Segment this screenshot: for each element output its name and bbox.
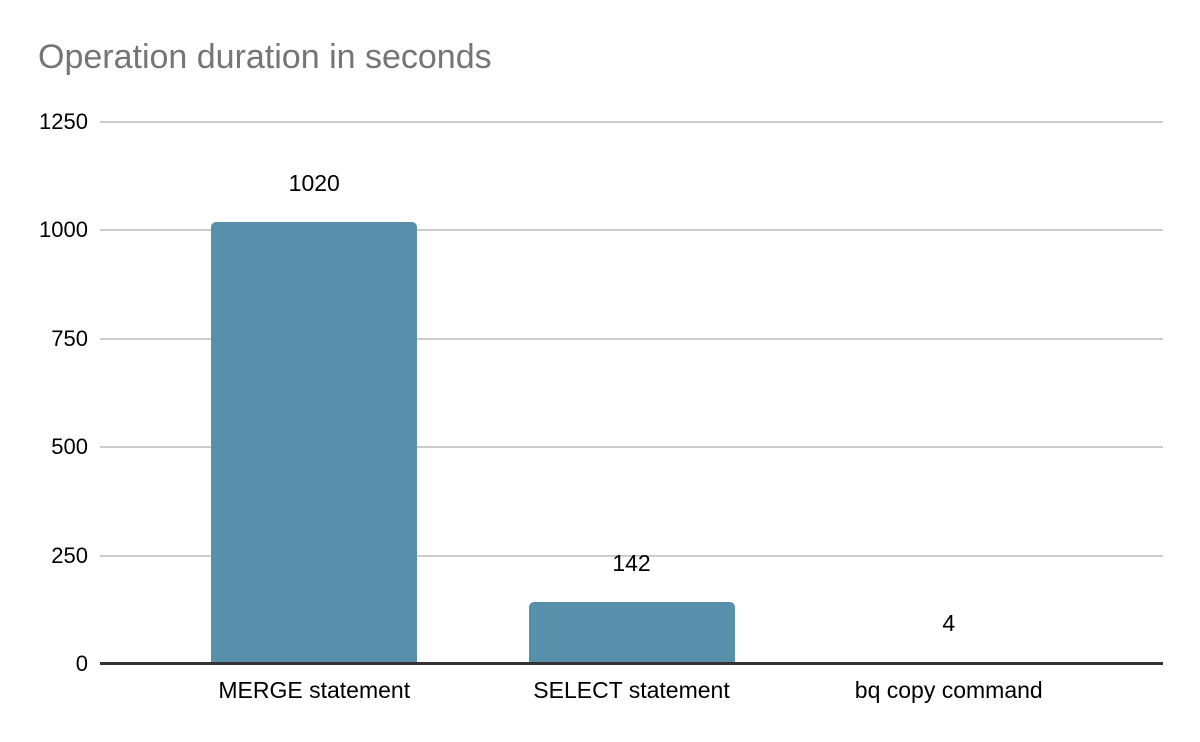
category-label: SELECT statement [533,677,730,703]
y-tick-label: 0 [75,651,88,676]
bar-group: 4 bq copy command [845,122,1052,703]
gridline [100,446,1163,449]
bar [211,221,418,664]
category-label: bq copy command [854,677,1043,703]
plot-area: 1020 MERGE statement 142 SELECT statement 4 b… [100,121,1163,703]
data-label: 1020 [288,169,340,196]
bar [528,602,735,664]
gridline [100,121,1163,123]
bars: 1020 MERGE statement 142 SELECT statement 4 b… [100,122,1163,703]
chart-title: Operation duration in seconds [38,38,492,76]
y-tick-label: 250 [51,542,88,568]
data-label: 4 [942,610,956,637]
data-label: 142 [612,550,651,577]
y-axis-labels: 0 250 500 750 1000 1250 [0,110,88,676]
category-label: MERGE statement [218,677,411,703]
x-axis-line [100,662,1163,665]
bar-group: 1020 MERGE statement [211,122,418,703]
y-tick-label: 750 [51,325,88,351]
gridline [100,229,1163,232]
y-tick-label: 500 [51,434,88,460]
bar-group: 142 SELECT statement [528,122,735,703]
y-tick-label: 1000 [39,217,88,243]
y-tick-label: 1250 [39,109,88,134]
gridline [100,554,1163,557]
gridline [100,337,1163,340]
